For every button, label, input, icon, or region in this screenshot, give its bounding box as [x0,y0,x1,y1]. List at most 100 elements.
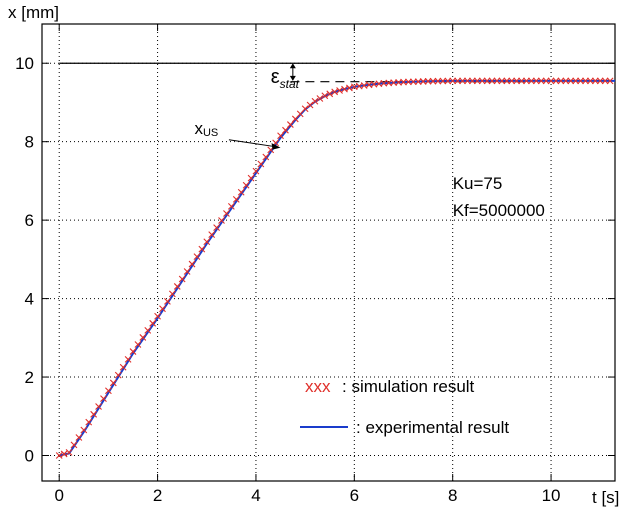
simulation-marker [478,77,486,85]
simulation-marker [572,77,580,85]
x-tick-label: 2 [153,486,162,505]
simulation-marker [109,379,117,387]
simulation-marker [508,77,516,85]
simulation-marker [606,77,614,85]
simulation-marker [173,283,181,290]
simulation-marker [468,77,476,85]
x-tick-label: 10 [542,486,561,505]
xus-arrow-shaft [228,139,275,148]
y-axis-label: x [mm] [8,3,59,22]
simulation-marker [552,77,560,85]
simulation-marker [532,77,540,85]
legend-experimental-label: : experimental result [356,418,509,437]
simulation-marker [105,387,112,395]
simulation-marker [80,426,88,434]
simulation-marker [193,253,201,261]
epsilon-arrow [289,63,296,81]
x-tick-label: 4 [251,486,260,505]
simulation-marker [227,203,235,210]
simulation-marker [252,167,260,175]
y-tick-label: 8 [25,133,34,152]
simulation-marker [208,231,216,239]
simulation-marker [488,77,496,85]
y-tick-label: 2 [25,368,34,387]
simulation-marker [439,77,447,85]
simulation-marker [567,77,575,85]
simulation-marker [331,88,339,96]
simulation-marker [291,115,299,123]
simulation-marker [498,77,506,85]
simulation-marker [547,77,555,85]
x-tick-label: 8 [448,486,457,505]
simulation-marker [149,319,157,327]
experimental-series-line [59,79,615,457]
simulation-marker [55,452,63,459]
simulation-marker [198,245,206,253]
simulation-marker [232,195,240,203]
simulation-marker [296,110,304,118]
simulation-marker [95,403,102,410]
y-tick-label: 0 [25,447,34,466]
simulation-marker [124,356,132,363]
simulation-marker [582,77,589,85]
simulation-marker [262,153,270,161]
plot-frame [41,23,616,482]
epsilon-arrow-head-top [289,63,296,69]
simulation-marker [527,77,535,85]
y-tick-label: 6 [25,211,34,230]
simulation-marker [454,77,461,85]
xus-subscript: US [203,127,218,139]
simulation-marker [306,101,314,109]
epsilon-arrow-head-bottom [289,75,296,81]
x-axis-label: t [s] [592,488,619,507]
xus-main: x [194,119,203,138]
simulation-marker [144,326,152,334]
simulation-marker [168,290,176,298]
legend: xxx : simulation result : experimental r… [300,377,509,437]
simulation-marker [587,77,594,85]
simulation-marker [247,174,255,182]
simulation-marker [129,348,137,355]
simulation-marker [326,90,334,98]
simulation-marker [242,181,250,189]
simulation-marker [277,132,284,140]
simulation-marker [183,268,191,275]
ku-annotation: Ku=75 [453,174,503,193]
epsilon-symbol: ε [271,66,280,88]
xus-arrow-head [271,143,281,150]
simulation-marker [523,77,530,85]
legend-simulation-marker: xxx [305,377,331,396]
simulation-marker [503,77,511,85]
simulation-marker [591,77,599,85]
simulation-marker [424,77,432,85]
simulation-marker [464,77,471,85]
y-tick-label: 10 [15,54,34,73]
xus-label: xUS [194,119,218,139]
axis-tick-labels: 0 2 4 6 8 10 0 2 4 6 8 10 [15,54,560,505]
simulation-series-markers [55,77,614,459]
simulation-marker [154,312,161,320]
simulation-marker [223,210,230,217]
simulation-marker [562,77,570,85]
legend-simulation-label: : simulation result [342,377,475,396]
simulation-marker [218,217,225,224]
simulation-marker [203,238,211,246]
simulation-marker [557,77,565,85]
simulation-marker [311,97,319,105]
simulation-marker [237,188,245,196]
simulation-marker [537,77,545,85]
simulation-marker [114,371,122,379]
simulation-marker [65,448,73,456]
simulation-marker [301,105,309,113]
simulation-marker [518,77,525,85]
simulation-marker [459,77,466,85]
xus-arrow [228,139,281,150]
simulation-marker [282,126,289,134]
simulation-marker [346,84,353,92]
simulation-marker [596,77,604,85]
simulation-marker [257,160,265,168]
simulation-marker [336,87,343,94]
simulation-marker [316,95,324,102]
simulation-marker [134,341,142,348]
x-tick-label: 6 [350,486,359,505]
